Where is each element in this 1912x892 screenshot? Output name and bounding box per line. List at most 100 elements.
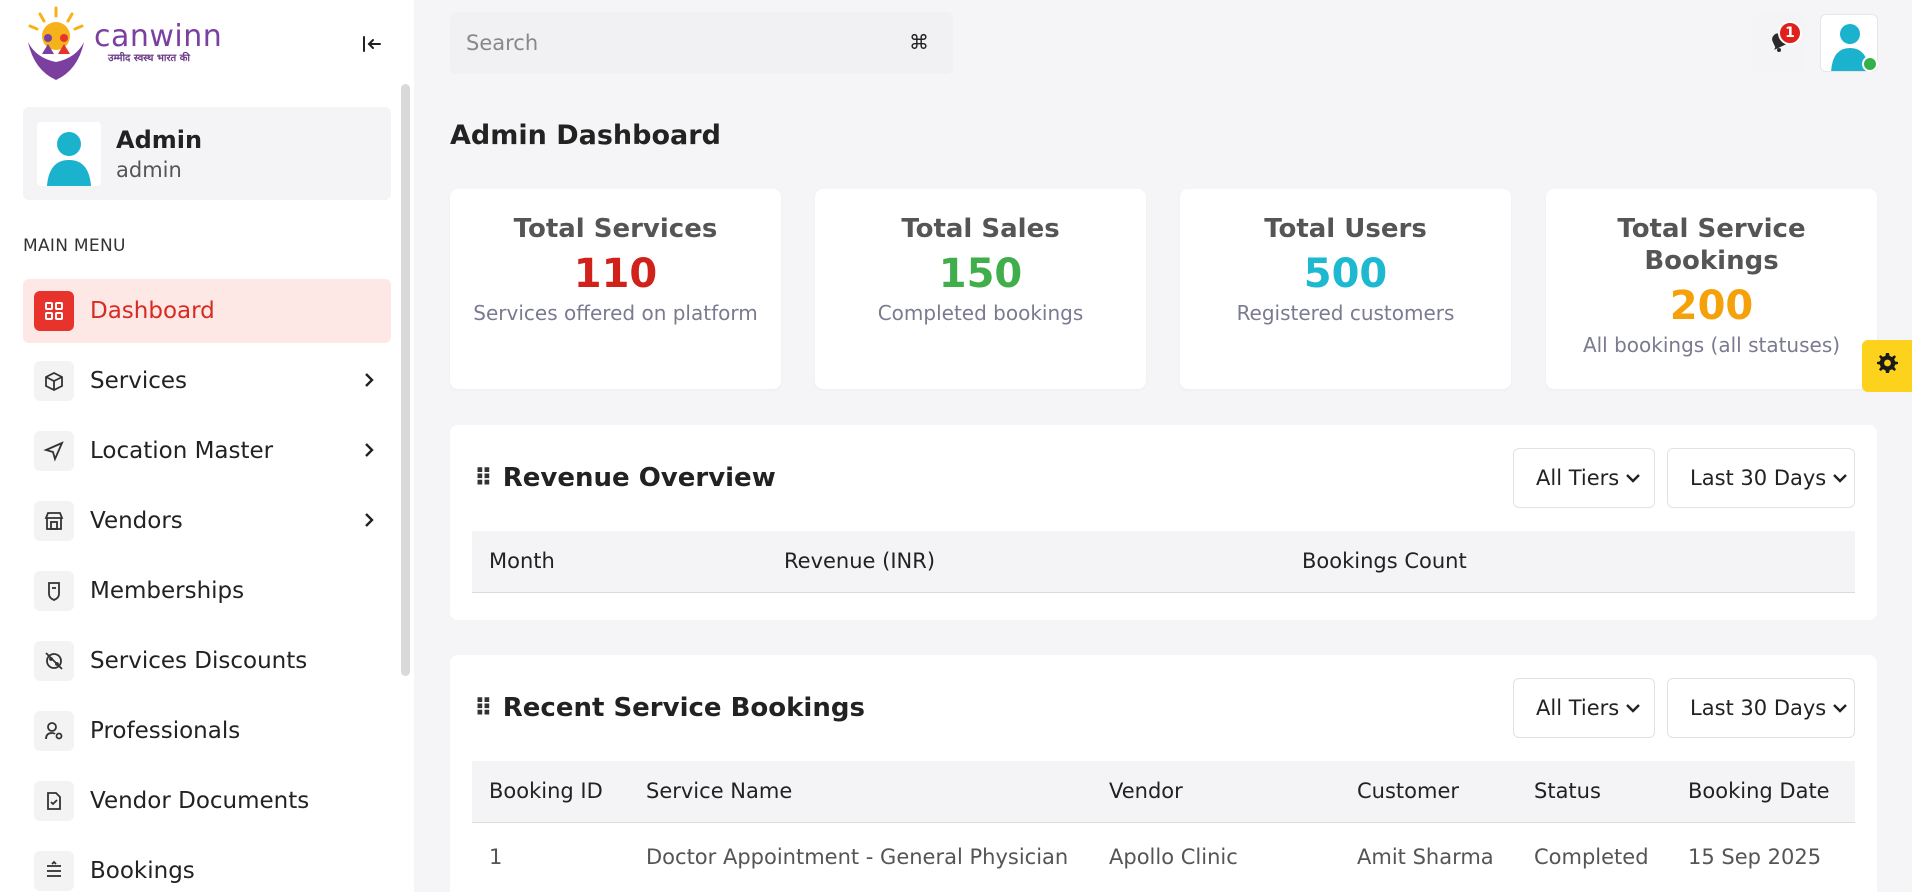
sidebar-item-bookings[interactable]: Bookings bbox=[23, 839, 391, 892]
panel-title: Recent Service Bookings bbox=[502, 693, 865, 723]
sidebar-item-label: Location Master bbox=[90, 438, 274, 464]
sidebar-item-services-discounts[interactable]: Services Discounts bbox=[23, 629, 391, 693]
column-header[interactable]: Status bbox=[1534, 779, 1601, 803]
document-check-icon bbox=[34, 781, 74, 821]
brand-logo[interactable]: canwinn उम्मीद स्वस्थ भारत की bbox=[20, 4, 230, 84]
chevron-down-icon bbox=[1832, 699, 1848, 718]
list-icon bbox=[34, 851, 74, 891]
sidebar-item-label: Services bbox=[90, 368, 187, 394]
profile-role: admin bbox=[116, 157, 182, 182]
stat-title: Total Sales bbox=[901, 214, 1060, 244]
command-icon: ⌘ bbox=[909, 30, 929, 54]
collapse-sidebar-icon[interactable] bbox=[358, 30, 386, 58]
page-title: Admin Dashboard bbox=[450, 120, 721, 151]
column-header[interactable]: Service Name bbox=[646, 779, 793, 803]
stat-title: Total Users bbox=[1264, 214, 1427, 244]
sidebar-item-memberships[interactable]: Memberships bbox=[23, 559, 391, 623]
bookings-date-range-filter[interactable]: Last 30 Days bbox=[1667, 678, 1855, 738]
sidebar-item-location-master[interactable]: Location Master bbox=[23, 419, 391, 483]
service-name-cell: Doctor Appointment - General Physician bbox=[646, 845, 1069, 869]
logo-icon bbox=[20, 4, 92, 84]
drag-handle-icon[interactable]: ⠿ bbox=[474, 464, 493, 492]
sidebar-item-professionals[interactable]: Professionals bbox=[23, 699, 391, 763]
stat-card-total-sales: Total Sales 150 Completed bookings bbox=[815, 189, 1146, 389]
online-status-indicator bbox=[1862, 56, 1878, 72]
stat-value: 110 bbox=[573, 251, 658, 297]
stat-description: All bookings (all statuses) bbox=[1582, 333, 1841, 357]
navigation-icon bbox=[34, 431, 74, 471]
recent-bookings-panel: ⠿ Recent Service Bookings All Tiers Last… bbox=[450, 655, 1877, 892]
sidebar: canwinn उम्मीद स्वस्थ भारत की Admin admi… bbox=[0, 0, 414, 892]
search-input[interactable] bbox=[466, 31, 886, 55]
brand-tagline: उम्मीद स्वस्थ भारत की bbox=[108, 53, 191, 64]
stat-description: Completed bookings bbox=[877, 301, 1084, 325]
stat-value: 150 bbox=[938, 251, 1023, 297]
brand-name: canwinn bbox=[94, 19, 223, 54]
sidebar-item-label: Vendor Documents bbox=[90, 788, 310, 814]
user-cog-icon bbox=[34, 711, 74, 751]
user-menu-button[interactable] bbox=[1820, 14, 1878, 72]
chevron-down-icon bbox=[1625, 699, 1641, 718]
avatar bbox=[37, 121, 101, 186]
column-header[interactable]: Vendor bbox=[1109, 779, 1183, 803]
user-avatar-icon bbox=[1821, 24, 1877, 71]
dropdown-value: All Tiers bbox=[1536, 466, 1620, 490]
dropdown-value: Last 30 Days bbox=[1690, 466, 1827, 490]
bookings-table-header: Booking ID Service Name Vendor Customer … bbox=[472, 761, 1855, 823]
revenue-tier-filter[interactable]: All Tiers bbox=[1513, 448, 1655, 508]
profile-name: Admin bbox=[116, 125, 203, 154]
stat-description: Registered customers bbox=[1236, 301, 1455, 325]
column-header[interactable]: Month bbox=[489, 549, 555, 573]
stat-title: Total Service Bookings bbox=[1617, 214, 1806, 276]
main-menu: Dashboard Services Location Master bbox=[23, 279, 391, 892]
customer-cell: Amit Sharma bbox=[1357, 845, 1494, 869]
column-header[interactable]: Booking ID bbox=[489, 779, 603, 803]
revenue-overview-panel: ⠿ Revenue Overview All Tiers Last 30 Day… bbox=[450, 425, 1877, 620]
sidebar-item-dashboard[interactable]: Dashboard bbox=[23, 279, 391, 343]
revenue-date-range-filter[interactable]: Last 30 Days bbox=[1667, 448, 1855, 508]
stat-value: 500 bbox=[1303, 251, 1388, 297]
gear-icon bbox=[1875, 351, 1899, 381]
bookings-tier-filter[interactable]: All Tiers bbox=[1513, 678, 1655, 738]
status-cell: Completed bbox=[1534, 845, 1649, 869]
bell-icon bbox=[1767, 29, 1791, 57]
stat-title: Total Services bbox=[513, 214, 718, 244]
shield-icon bbox=[34, 571, 74, 611]
dropdown-value: Last 30 Days bbox=[1690, 696, 1827, 720]
chevron-down-icon bbox=[1832, 469, 1848, 488]
sidebar-item-label: Professionals bbox=[90, 718, 241, 744]
chevron-down-icon bbox=[1625, 469, 1641, 488]
booking-id-cell: 1 bbox=[489, 845, 503, 869]
dropdown-value: All Tiers bbox=[1536, 696, 1620, 720]
stat-card-total-services: Total Services 110 Services offered on p… bbox=[450, 189, 781, 389]
sidebar-item-vendor-documents[interactable]: Vendor Documents bbox=[23, 769, 391, 833]
notifications-button[interactable] bbox=[1752, 14, 1806, 72]
profile-card[interactable]: Admin admin bbox=[23, 107, 391, 200]
column-header[interactable]: Bookings Count bbox=[1302, 549, 1467, 573]
chevron-right-icon bbox=[359, 509, 379, 537]
store-icon bbox=[34, 501, 74, 541]
column-header[interactable]: Revenue (INR) bbox=[784, 549, 936, 573]
sidebar-item-label: Bookings bbox=[90, 858, 195, 884]
sidebar-item-label: Dashboard bbox=[90, 298, 215, 324]
sidebar-item-vendors[interactable]: Vendors bbox=[23, 489, 391, 553]
vendor-cell: Apollo Clinic bbox=[1109, 845, 1238, 869]
column-header[interactable]: Customer bbox=[1357, 779, 1460, 803]
sidebar-scroll-area: Admin admin MAIN MENU Dashboard Services bbox=[0, 84, 414, 892]
column-header[interactable]: Booking Date bbox=[1688, 779, 1830, 803]
stat-card-total-users: Total Users 500 Registered customers bbox=[1180, 189, 1511, 389]
sidebar-item-label: Memberships bbox=[90, 578, 245, 604]
sidebar-item-services[interactable]: Services bbox=[23, 349, 391, 413]
stat-value: 200 bbox=[1669, 283, 1754, 329]
search-bar[interactable]: ⌘ bbox=[450, 12, 953, 74]
chevron-right-icon bbox=[359, 369, 379, 397]
main-menu-heading: MAIN MENU bbox=[23, 236, 126, 256]
settings-button[interactable] bbox=[1862, 340, 1912, 392]
chevron-right-icon bbox=[359, 439, 379, 467]
notification-count-badge: 1 bbox=[1778, 21, 1802, 45]
stat-card-total-service-bookings: Total Service Bookings 200 All bookings … bbox=[1546, 189, 1877, 389]
drag-handle-icon[interactable]: ⠿ bbox=[474, 694, 493, 722]
booking-date-cell: 15 Sep 2025 bbox=[1688, 845, 1822, 869]
revenue-table-header: Month Revenue (INR) Bookings Count bbox=[472, 531, 1855, 593]
sidebar-scrollbar[interactable] bbox=[401, 84, 410, 676]
